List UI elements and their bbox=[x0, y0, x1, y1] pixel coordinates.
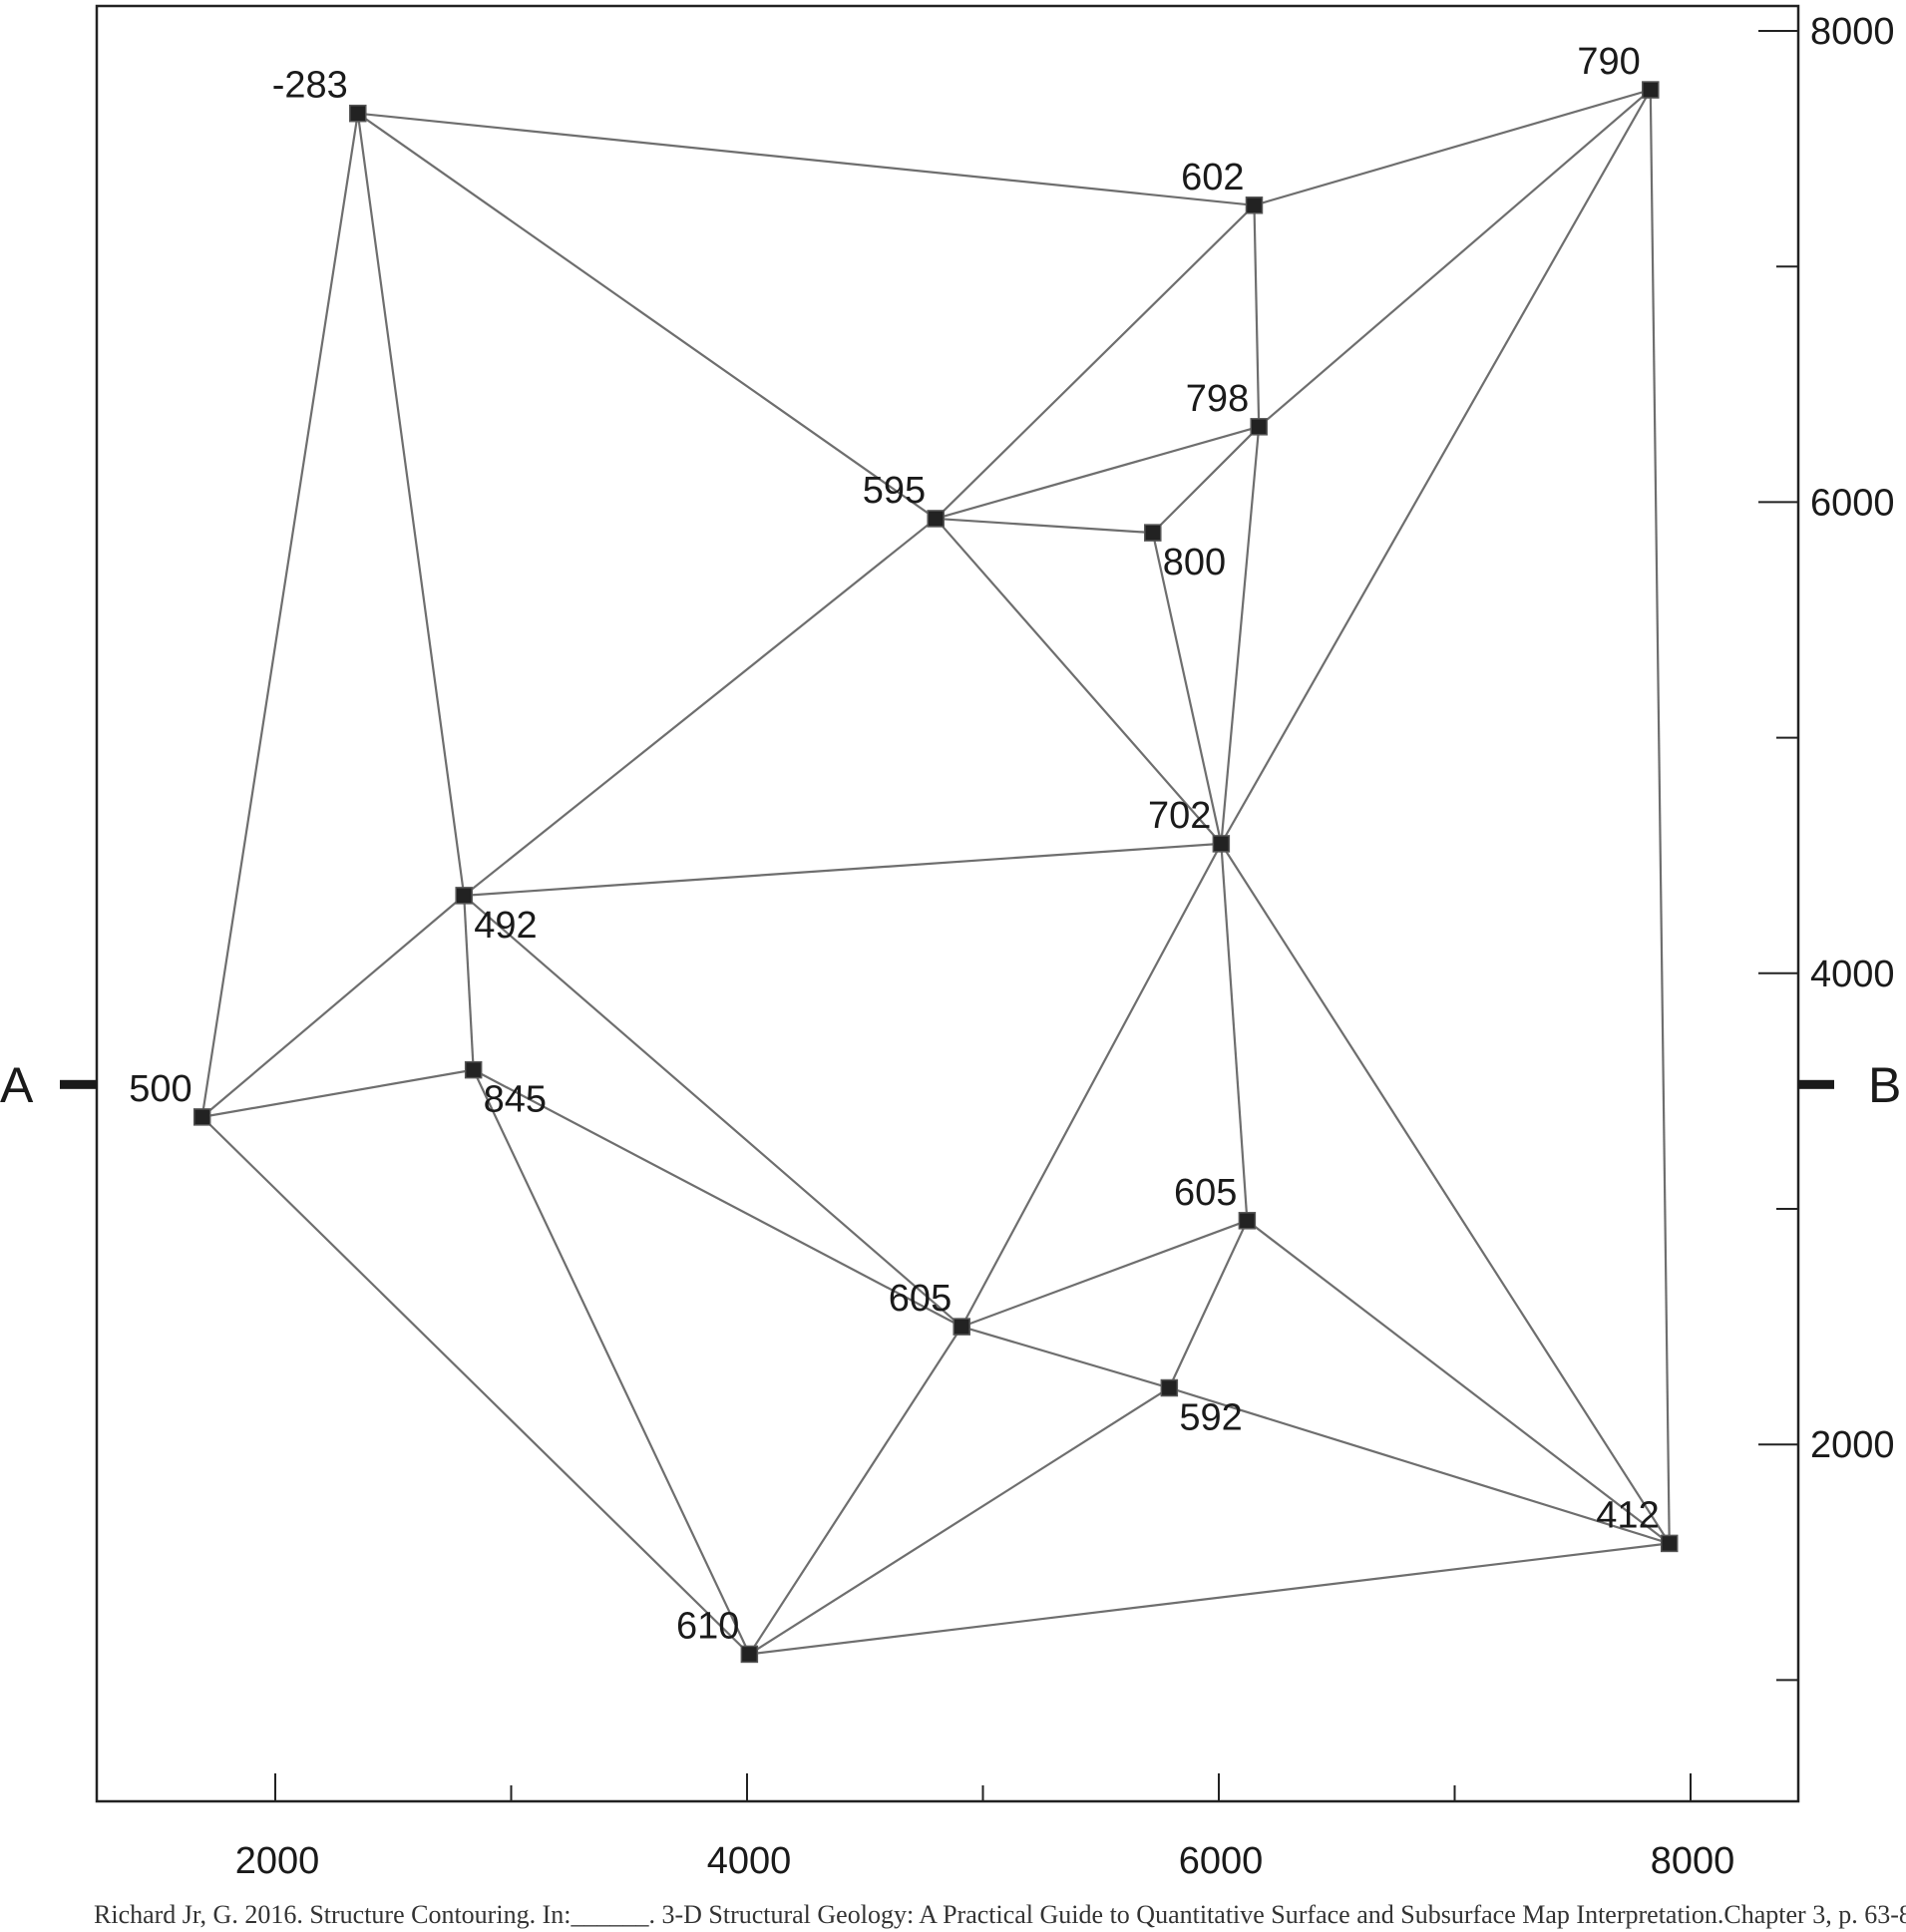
well-marker-w7 bbox=[1212, 835, 1231, 853]
well-marker-w9 bbox=[192, 1108, 211, 1126]
y-tick-label: 4000 bbox=[1810, 954, 1895, 995]
well-marker-w2 bbox=[1245, 196, 1264, 214]
network-edge-w3-w14 bbox=[1649, 90, 1671, 1544]
network-edge-w11-w14 bbox=[1246, 1219, 1671, 1545]
map-frame bbox=[95, 4, 1800, 1803]
network-edge-w11-w13 bbox=[1168, 1220, 1249, 1388]
network-edge-w12-w15 bbox=[748, 1326, 963, 1656]
well-label-w5: 595 bbox=[863, 470, 926, 512]
map-border bbox=[95, 4, 1800, 1803]
network-edge-w14-w15 bbox=[749, 1542, 1670, 1656]
well-label-w11: 605 bbox=[1174, 1172, 1237, 1214]
well-label-w13: 592 bbox=[1179, 1397, 1242, 1439]
section-label-a: A bbox=[0, 1057, 34, 1113]
network-edge-w10-w15 bbox=[472, 1069, 751, 1655]
well-marker-w6 bbox=[1144, 524, 1162, 542]
well-marker-w10 bbox=[464, 1060, 483, 1079]
network-edge-w5-w7 bbox=[935, 518, 1223, 845]
network-edge-w12-w13 bbox=[960, 1326, 1170, 1389]
well-label-w12: 605 bbox=[889, 1278, 952, 1320]
network-edge-w1-w2 bbox=[357, 112, 1255, 206]
network-edge-w8-w9 bbox=[200, 895, 465, 1118]
network-edge-w7-w12 bbox=[960, 843, 1223, 1328]
well-points: -283 602 790 798 595 800 702 492 500 845 605 605 592… bbox=[129, 41, 1679, 1664]
well-marker-w13 bbox=[1160, 1378, 1179, 1397]
well-marker-w8 bbox=[455, 887, 473, 905]
network-edge-w7-w14 bbox=[1220, 843, 1671, 1544]
network-edge-w8-w12 bbox=[463, 895, 962, 1328]
well-label-w15: 610 bbox=[676, 1605, 739, 1647]
network-edge-w2-w5 bbox=[935, 204, 1256, 520]
well-marker-w4 bbox=[1250, 418, 1268, 436]
well-label-w1: -283 bbox=[272, 65, 348, 107]
citation-text: Richard Jr, G. 2016. Structure Contourin… bbox=[94, 1900, 1906, 1929]
network-edge-w9-w15 bbox=[200, 1116, 751, 1656]
network-edge-w7-w8 bbox=[464, 842, 1222, 897]
well-label-w3: 790 bbox=[1577, 41, 1640, 83]
well-label-w4: 798 bbox=[1186, 378, 1249, 420]
triangulation-network bbox=[200, 88, 1671, 1656]
well-marker-w1 bbox=[349, 104, 367, 123]
network-edge-w4-w7 bbox=[1220, 426, 1261, 844]
network-edge-w3-w4 bbox=[1258, 89, 1652, 428]
network-edge-w6-w7 bbox=[1151, 532, 1223, 845]
well-marker-w12 bbox=[953, 1318, 970, 1336]
network-edge-w13-w14 bbox=[1169, 1386, 1671, 1545]
network-edge-w8-w10 bbox=[463, 895, 475, 1070]
network-edge-w5-w8 bbox=[463, 518, 937, 897]
well-marker-w3 bbox=[1642, 81, 1660, 99]
well-label-w9: 500 bbox=[129, 1068, 191, 1110]
network-edge-w10-w12 bbox=[473, 1068, 962, 1329]
network-edge-w9-w10 bbox=[201, 1068, 474, 1118]
network-edge-w4-w5 bbox=[935, 425, 1260, 520]
network-edge-w1-w5 bbox=[357, 112, 937, 520]
x-tick-label: 2000 bbox=[235, 1840, 320, 1882]
well-label-w6: 800 bbox=[1163, 542, 1226, 583]
network-edge-w1-w9 bbox=[200, 113, 359, 1118]
x-tick-label: 8000 bbox=[1651, 1840, 1735, 1882]
well-label-w14: 412 bbox=[1596, 1494, 1659, 1536]
x-tick-label: 4000 bbox=[707, 1840, 792, 1882]
section-label-b: B bbox=[1868, 1057, 1901, 1113]
map-axes: 2000 4000 6000 8000 2000 4000 6000 8000 bbox=[235, 11, 1895, 1882]
well-marker-w14 bbox=[1660, 1534, 1679, 1553]
y-tick-label: 8000 bbox=[1810, 11, 1895, 53]
y-tick-label: 2000 bbox=[1810, 1424, 1895, 1466]
network-edge-w5-w6 bbox=[936, 517, 1153, 535]
network-edge-w4-w6 bbox=[1152, 426, 1260, 534]
network-edge-w1-w8 bbox=[356, 113, 466, 897]
network-edge-w7-w11 bbox=[1220, 843, 1249, 1221]
well-marker-w11 bbox=[1238, 1212, 1257, 1230]
y-tick-label: 6000 bbox=[1810, 482, 1895, 524]
well-marker-w5 bbox=[927, 510, 945, 528]
network-edge-w2-w4 bbox=[1253, 204, 1261, 427]
section-tick-b bbox=[1798, 1079, 1834, 1089]
x-tick-label: 6000 bbox=[1179, 1840, 1264, 1882]
well-marker-w15 bbox=[740, 1645, 759, 1664]
network-edge-w13-w15 bbox=[748, 1386, 1170, 1656]
well-label-w2: 602 bbox=[1181, 157, 1244, 198]
well-label-w7: 702 bbox=[1148, 795, 1211, 837]
network-edge-w2-w3 bbox=[1254, 88, 1652, 206]
network-edge-w11-w12 bbox=[960, 1219, 1248, 1329]
network-edge-w3-w7 bbox=[1220, 89, 1652, 845]
well-label-w8: 492 bbox=[474, 905, 537, 947]
well-label-w10: 845 bbox=[484, 1079, 547, 1121]
section-tick-a bbox=[60, 1079, 97, 1089]
